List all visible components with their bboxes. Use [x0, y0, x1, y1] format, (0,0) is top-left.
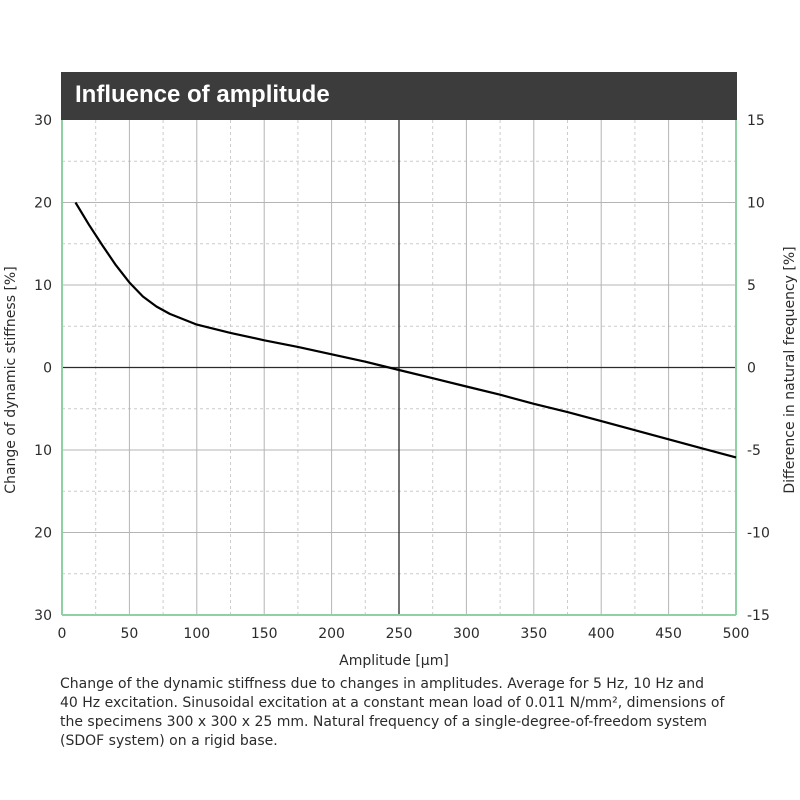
y2-tick-label: 10: [747, 196, 765, 212]
caption-line: the specimens 300 x 300 x 25 mm. Natural…: [60, 714, 708, 730]
y2-tick-label: -10: [747, 526, 770, 542]
caption-line: Change of the dynamic stiffness due to c…: [60, 676, 705, 692]
caption-line: 40 Hz excitation. Sinusoidal excitation …: [60, 695, 725, 711]
y2-tick-label: -15: [747, 608, 770, 624]
y-tick-label: 20: [34, 526, 52, 542]
x-tick-label: 0: [58, 626, 67, 642]
y2-axis-label: Difference in natural frequency [%]: [782, 246, 798, 493]
y-tick-label: 0: [43, 361, 52, 377]
y-axis-label: Change of dynamic stiffness [%]: [3, 266, 19, 493]
y-tick-label: 10: [34, 443, 52, 459]
axes: [61, 120, 737, 616]
x-tick-label: 50: [120, 626, 138, 642]
y2-tick-label: 0: [747, 361, 756, 377]
x-tick-label: 100: [183, 626, 210, 642]
y2-tick-label: 15: [747, 113, 765, 129]
y-tick-label: 20: [34, 196, 52, 212]
caption: Change of the dynamic stiffness due to c…: [60, 675, 740, 751]
x-tick-label: 400: [588, 626, 615, 642]
chart-title-bar: Influence of amplitude: [61, 72, 737, 120]
x-tick-label: 300: [453, 626, 480, 642]
y2-tick-label: -5: [747, 443, 761, 459]
series-line: [74, 201, 737, 459]
x-tick-label: 350: [520, 626, 547, 642]
x-tick-label: 200: [318, 626, 345, 642]
y-tick-label: 10: [34, 278, 52, 294]
x-tick-label: 500: [723, 626, 750, 642]
x-tick-label: 150: [251, 626, 278, 642]
caption-line: (SDOF system) on a rigid base.: [60, 733, 278, 749]
x-tick-label: 250: [386, 626, 413, 642]
y-tick-label: 30: [34, 608, 52, 624]
chart-title: Influence of amplitude: [75, 81, 330, 108]
x-axis-label: Amplitude [µm]: [339, 653, 449, 669]
y2-tick-label: 5: [747, 278, 756, 294]
y-tick-label: 30: [34, 113, 52, 129]
series: [74, 201, 737, 459]
x-tick-label: 450: [655, 626, 682, 642]
